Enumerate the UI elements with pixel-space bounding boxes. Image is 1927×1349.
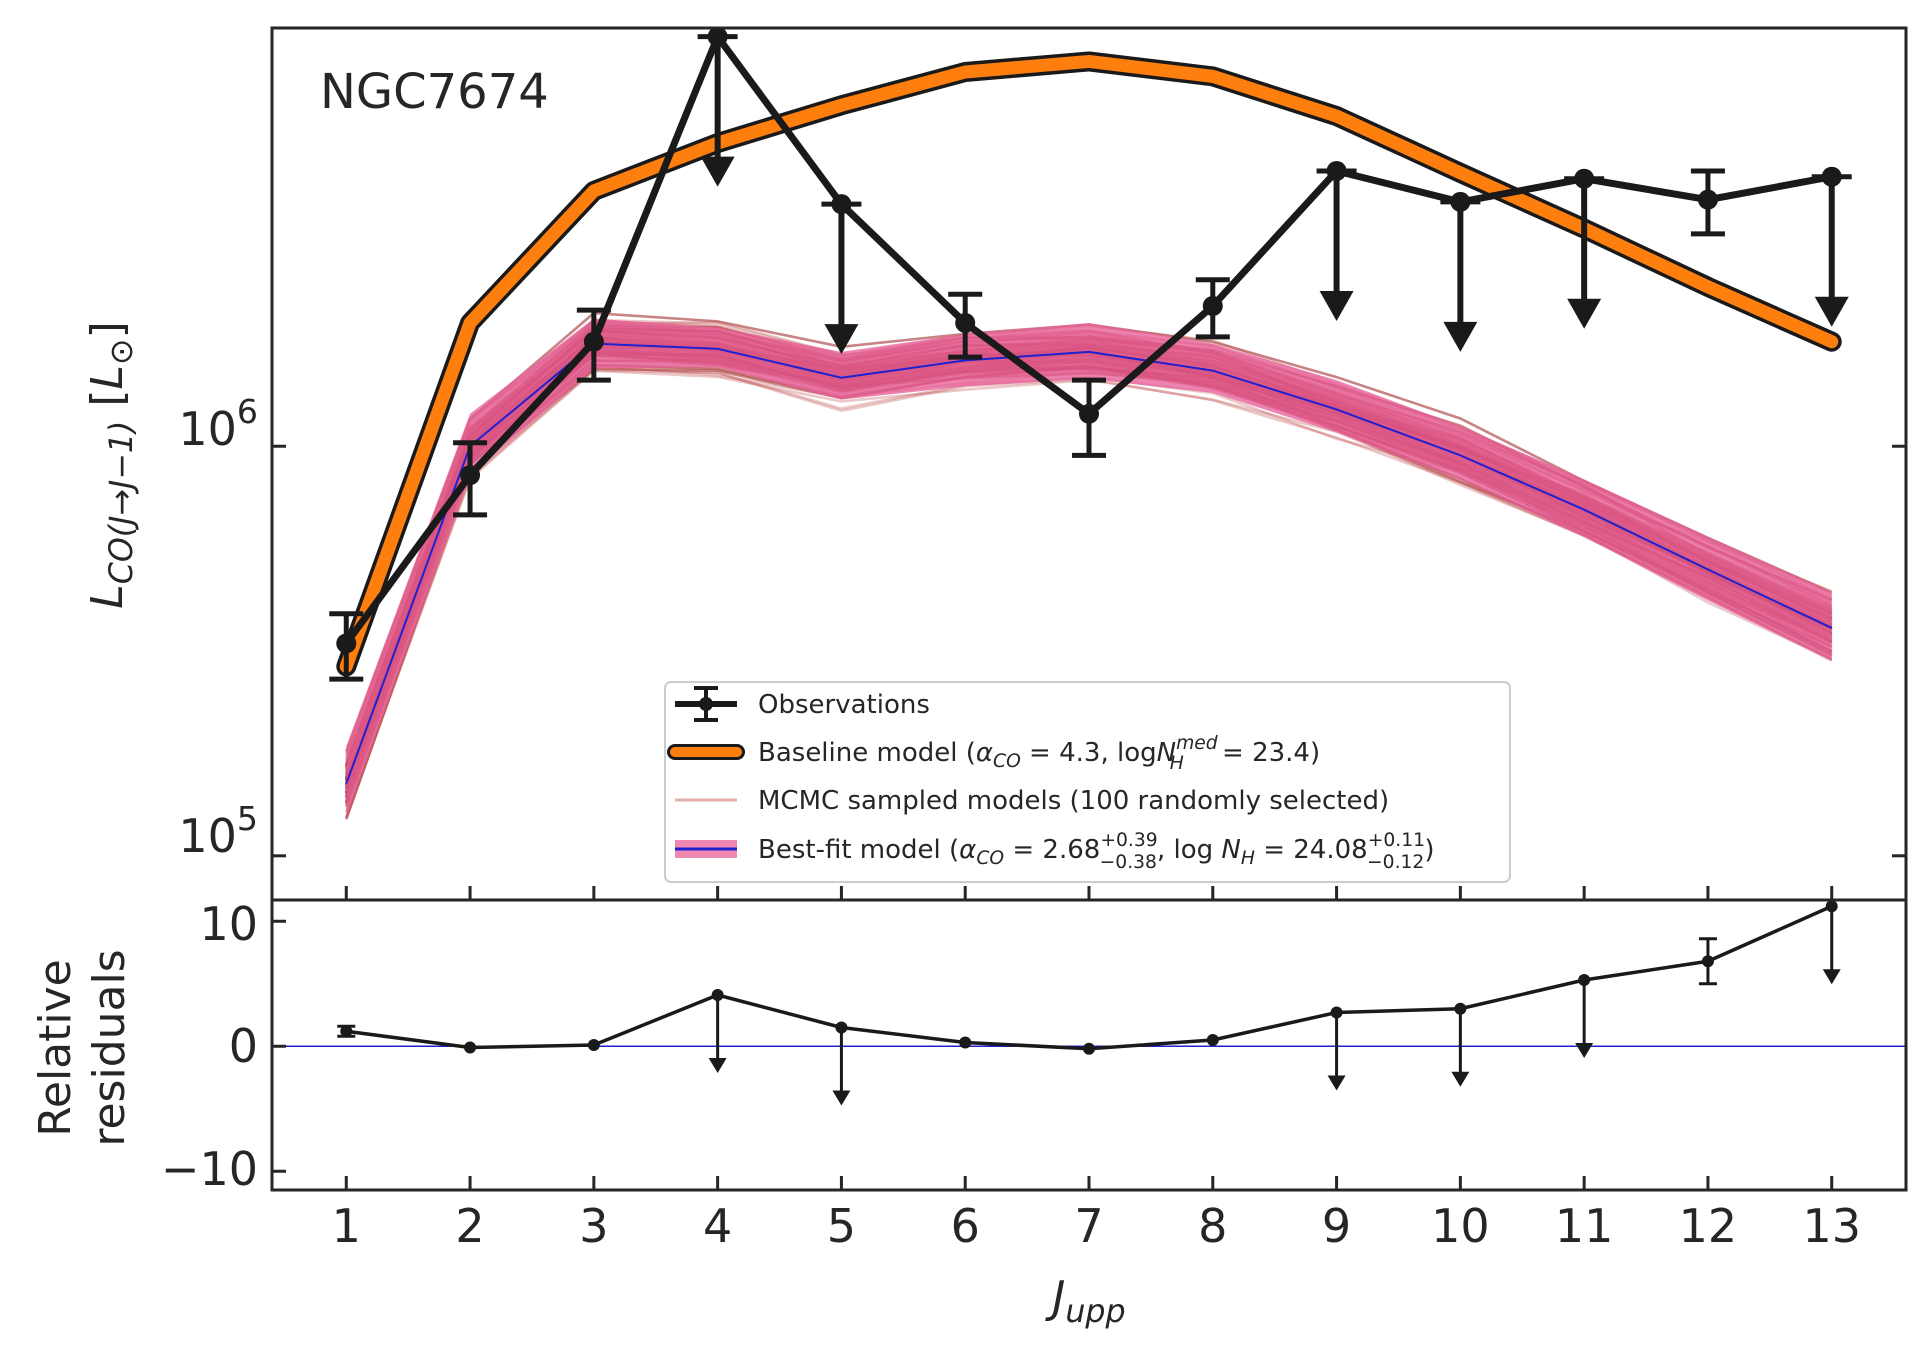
galaxy-name-annotation: NGC7674: [320, 64, 549, 120]
observation-point: [831, 194, 852, 215]
observation-point: [1821, 166, 1842, 187]
residual-point: [711, 989, 724, 1001]
residual-point: [1206, 1034, 1219, 1046]
upper-limit-arrow-icon: [700, 156, 735, 187]
y-axis-label-residuals: Relative residuals: [30, 949, 135, 1146]
residuals-group: [272, 900, 1906, 1106]
svg-text:Relative: Relative: [30, 959, 81, 1136]
x-tick-label: 5: [827, 1199, 856, 1253]
observation-point: [1202, 295, 1223, 316]
x-tick-labels: 1 2 3 4 5 6 7 8 9 10 11 12 13: [332, 1199, 1861, 1253]
x-tick-label: 8: [1198, 1199, 1227, 1253]
observation-point: [1574, 168, 1595, 189]
best-fit-band: [346, 318, 1832, 817]
legend-box: [664, 681, 1511, 883]
svg-text:MCMC sampled models (100 rando: MCMC sampled models (100 randomly select…: [758, 786, 1389, 816]
svg-text:Baseline model (αCO = 4.3, log: Baseline model (αCO = 4.3, logNmed H = 23…: [758, 733, 1320, 774]
x-tick-label: 1: [332, 1199, 361, 1253]
legend-entry-mcmc: MCMC sampled models (100 randomly select…: [675, 786, 1389, 816]
y-tick-label-1e6: 106: [178, 392, 258, 456]
x-tick-label: 2: [455, 1199, 484, 1253]
residual-point: [1083, 1042, 1095, 1055]
observation-point: [583, 331, 604, 352]
legend: Observations Baseline model (αCO = 4.3, …: [664, 681, 1511, 883]
observation-point: [1326, 160, 1347, 181]
svg-text:Observations: Observations: [758, 690, 930, 720]
res-y-tick-0: 0: [229, 1019, 258, 1073]
observation-point: [955, 312, 976, 333]
residual-point: [1701, 955, 1714, 968]
residual-point: [1578, 974, 1591, 986]
axis-ticks: [272, 444, 1906, 1190]
upper-limit-arrow-icon: [1319, 290, 1354, 321]
observations-group: [329, 28, 1852, 682]
residual-limit-arrow-icon: [1327, 1075, 1346, 1091]
svg-text:LCO(J→J−1) [L⊙]: LCO(J→J−1) [L⊙]: [82, 321, 140, 609]
x-tick-label: 3: [579, 1199, 608, 1253]
x-axis-label: Jupp: [1044, 1272, 1125, 1330]
residual-limit-arrow-icon: [708, 1058, 727, 1073]
observation-point: [336, 633, 357, 654]
x-tick-label: 4: [703, 1199, 732, 1253]
y-tick-label-1e5: 105: [178, 799, 258, 863]
residual-limit-arrow-icon: [832, 1090, 851, 1106]
legend-entry-observations: Observations: [675, 686, 930, 722]
residual-point: [1825, 900, 1838, 913]
svg-text:Best-fit model (αCO = 2.68+0.3: Best-fit model (αCO = 2.68+0.39 −0.38, lo…: [758, 830, 1435, 873]
x-tick-label: 12: [1679, 1199, 1738, 1253]
residual-point: [1330, 1006, 1343, 1019]
y-axis-label-main: LCO(J→J−1) [L⊙]: [82, 321, 140, 609]
x-tick-label: 10: [1431, 1199, 1490, 1253]
residual-limit-arrow-icon: [1822, 969, 1841, 985]
x-tick-label: 6: [951, 1199, 980, 1253]
residual-limit-arrow-icon: [1575, 1043, 1594, 1058]
x-tick-label: 7: [1074, 1199, 1103, 1253]
res-y-tick-10: 10: [199, 897, 258, 951]
svg-text:residuals: residuals: [84, 949, 135, 1146]
legend-entry-best-fit: Best-fit model (αCO = 2.68+0.39 −0.38, lo…: [675, 830, 1435, 873]
upper-limit-arrow-icon: [1567, 298, 1602, 329]
x-tick-label: 11: [1555, 1199, 1614, 1253]
res-y-tick-minus10: −10: [161, 1142, 258, 1196]
x-tick-label: 13: [1802, 1199, 1861, 1253]
residual-line: [346, 904, 1833, 1051]
residual-point: [959, 1036, 972, 1049]
residual-point: [464, 1041, 477, 1054]
x-tick-label: 9: [1322, 1199, 1351, 1253]
residual-point: [340, 1025, 353, 1038]
residual-limit-arrow-icon: [1451, 1071, 1470, 1087]
upper-limit-arrow-icon: [824, 324, 859, 355]
upper-limit-arrow-icon: [1443, 321, 1478, 352]
observation-point: [1450, 191, 1471, 212]
observation-point: [1697, 189, 1718, 210]
observation-point: [1079, 403, 1099, 424]
residual-point: [835, 1021, 848, 1034]
legend-entry-baseline: Baseline model (αCO = 4.3, logNmed H = 23…: [667, 733, 1320, 774]
observation-point: [707, 28, 728, 47]
upper-limit-arrow-icon: [1814, 296, 1849, 327]
observation-point: [460, 465, 481, 486]
residual-point: [587, 1039, 600, 1051]
residual-point: [1454, 1002, 1467, 1015]
